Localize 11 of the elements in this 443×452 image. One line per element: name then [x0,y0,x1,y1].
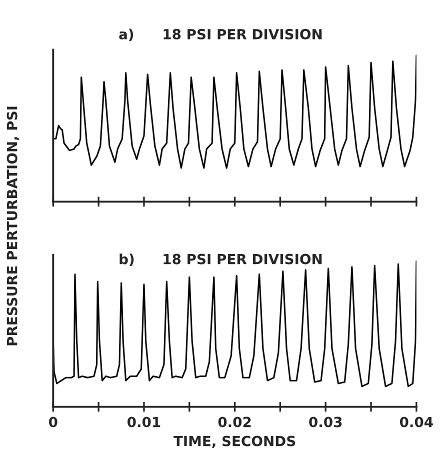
y-axis-title: PRESSURE PERTURBATION, PSI [6,106,20,346]
x-tick-label: 0.01 [128,416,160,428]
chart-title: a) [119,28,134,42]
chart-title: b) [120,254,134,266]
x-tick-label: 0.04 [400,416,433,428]
chart-subtitle: 18 PSI PER DIVISION [164,28,322,40]
chart-subtitle: 18 PSI PER DIVISION [164,254,322,264]
x-tick-label: 0.03 [309,416,342,428]
x-axis-title: TIME, SECONDS [174,436,296,448]
x-tick-label: 0 [48,416,58,428]
x-tick-label: 0.02 [218,416,251,428]
